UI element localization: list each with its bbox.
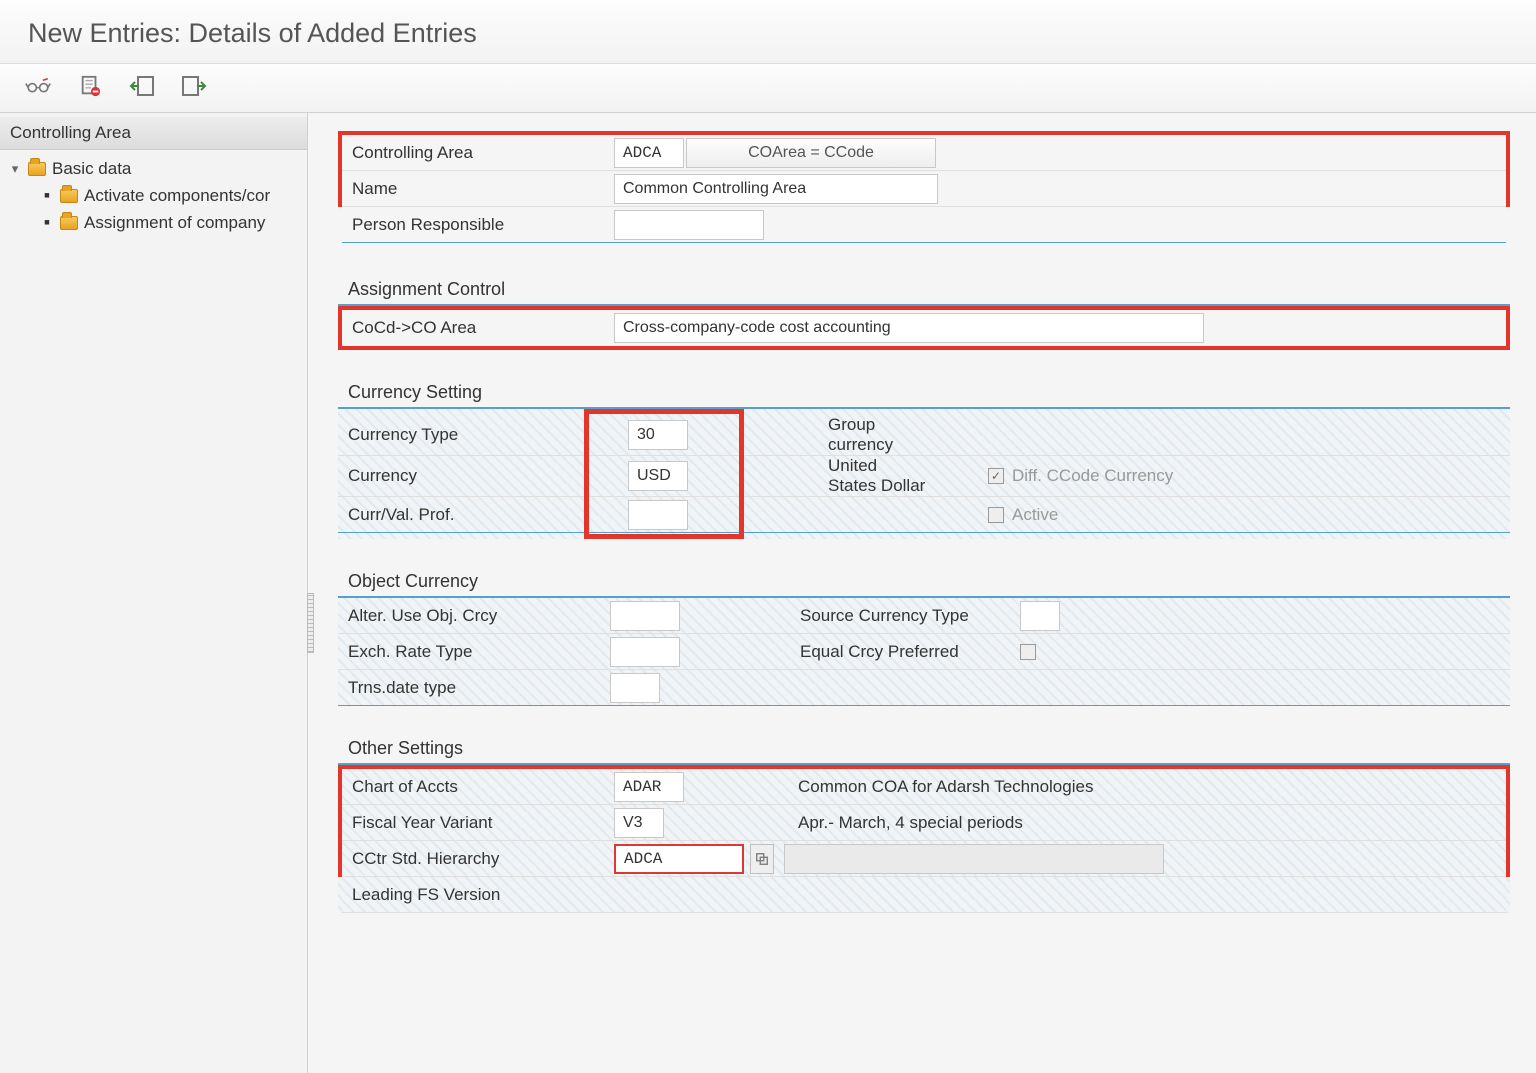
checkbox-label: Diff. CCode Currency — [1012, 466, 1173, 486]
label-alter-obj-crcy: Alter. Use Obj. Crcy — [338, 600, 610, 632]
button-coarea-ccode[interactable]: COArea = CCode — [686, 138, 936, 168]
highlight-box: CoCd->CO Area — [338, 306, 1510, 350]
desc-currency-type: Group currency — [728, 415, 928, 455]
main-area: Controlling Area ▾ Basic data ▪ Activate… — [0, 113, 1536, 1073]
label-name: Name — [342, 173, 614, 205]
other-settings-block: Other Settings Chart of Accts Common COA… — [338, 732, 1510, 913]
toolbar — [0, 64, 1536, 113]
label-person-responsible: Person Responsible — [342, 209, 614, 241]
caret-down-icon: ▾ — [8, 161, 22, 177]
input-exch-rate-type[interactable] — [610, 637, 680, 667]
tree-label: Activate components/cor — [84, 186, 270, 206]
label-trnsdate-type: Trns.date type — [338, 672, 610, 704]
currency-block: Currency Setting Currency Type Group cur… — [338, 376, 1510, 539]
folder-icon — [60, 216, 78, 230]
desc-chart-of-accts: Common COA for Adarsh Technologies — [774, 777, 1093, 797]
nav-tree: ▾ Basic data ▪ Activate components/cor ▪… — [0, 150, 307, 242]
input-chart-of-accts[interactable] — [614, 772, 684, 802]
folder-icon — [28, 162, 46, 176]
label-currency-type: Currency Type — [338, 419, 610, 451]
section-title-assignment: Assignment Control — [338, 273, 1510, 306]
input-controlling-area[interactable] — [614, 138, 684, 168]
label-fiscal-year-variant: Fiscal Year Variant — [342, 807, 614, 839]
tree-label: Basic data — [52, 159, 131, 179]
delete-page-icon[interactable] — [76, 74, 104, 98]
section-title-currency: Currency Setting — [338, 376, 1510, 409]
checkbox-equal-crcy[interactable] — [1020, 644, 1036, 660]
checkbox-diff-ccode-currency[interactable]: ✓ Diff. CCode Currency — [988, 466, 1173, 486]
label-currval-prof: Curr/Val. Prof. — [338, 499, 610, 531]
splitter-handle[interactable] — [307, 593, 314, 653]
folder-icon — [60, 189, 78, 203]
section-title-other: Other Settings — [338, 732, 1510, 765]
label-cctr-std-hierarchy: CCtr Std. Hierarchy — [342, 843, 614, 875]
next-page-icon[interactable] — [180, 74, 208, 98]
input-alter-obj-crcy[interactable] — [610, 601, 680, 631]
prev-page-icon[interactable] — [128, 74, 156, 98]
checkbox-label: Active — [1012, 505, 1058, 525]
bullet-icon: ▪ — [40, 212, 54, 233]
checkbox-icon: ✓ — [988, 468, 1004, 484]
assignment-block: Assignment Control CoCd->CO Area — [338, 273, 1510, 350]
tree-node-basic-data[interactable]: ▾ Basic data — [4, 156, 303, 182]
glasses-icon[interactable] — [24, 74, 52, 98]
sidebar: Controlling Area ▾ Basic data ▪ Activate… — [0, 113, 308, 1073]
label-source-currency-type: Source Currency Type — [790, 600, 1020, 632]
section-title-object-currency: Object Currency — [338, 565, 1510, 598]
content-pane: Controlling Area COArea = CCode Name Per… — [308, 113, 1536, 1073]
input-cocd-coarea[interactable] — [614, 313, 1204, 343]
input-source-currency-type[interactable] — [1020, 601, 1060, 631]
readonly-hierarchy-desc — [784, 844, 1164, 874]
checkbox-icon — [988, 507, 1004, 523]
value-help-icon[interactable] — [750, 844, 774, 874]
label-currency: Currency — [338, 460, 610, 492]
checkbox-active[interactable]: Active — [988, 505, 1058, 525]
input-trnsdate-type[interactable] — [610, 673, 660, 703]
desc-currency: United States Dollar — [728, 456, 928, 496]
bullet-icon: ▪ — [40, 185, 54, 206]
label-equal-crcy-preferred: Equal Crcy Preferred — [790, 636, 1020, 668]
input-fiscal-year-variant[interactable] — [614, 808, 664, 838]
label-cocd-coarea: CoCd->CO Area — [342, 312, 614, 344]
header-block: Controlling Area COArea = CCode Name Per… — [338, 131, 1510, 247]
input-cctr-std-hierarchy[interactable] — [614, 844, 744, 874]
label-controlling-area: Controlling Area — [342, 137, 614, 169]
tree-label: Assignment of company — [84, 213, 265, 233]
sidebar-title: Controlling Area — [0, 117, 307, 150]
label-leading-fs-version: Leading FS Version — [342, 879, 614, 911]
label-exch-rate-type: Exch. Rate Type — [338, 636, 610, 668]
tree-node-activate-components[interactable]: ▪ Activate components/cor — [4, 182, 303, 209]
desc-fiscal-year-variant: Apr.- March, 4 special periods — [774, 813, 1023, 833]
input-person-responsible[interactable] — [614, 210, 764, 240]
highlight-box: Controlling Area COArea = CCode Name — [338, 131, 1510, 207]
highlight-box — [584, 409, 744, 539]
input-name[interactable] — [614, 174, 938, 204]
highlight-box: Chart of Accts Common COA for Adarsh Tec… — [338, 765, 1510, 877]
object-currency-block: Object Currency Alter. Use Obj. Crcy Sou… — [338, 565, 1510, 706]
tree-node-assignment-company[interactable]: ▪ Assignment of company — [4, 209, 303, 236]
page-title: New Entries: Details of Added Entries — [0, 0, 1536, 64]
label-chart-of-accts: Chart of Accts — [342, 771, 614, 803]
